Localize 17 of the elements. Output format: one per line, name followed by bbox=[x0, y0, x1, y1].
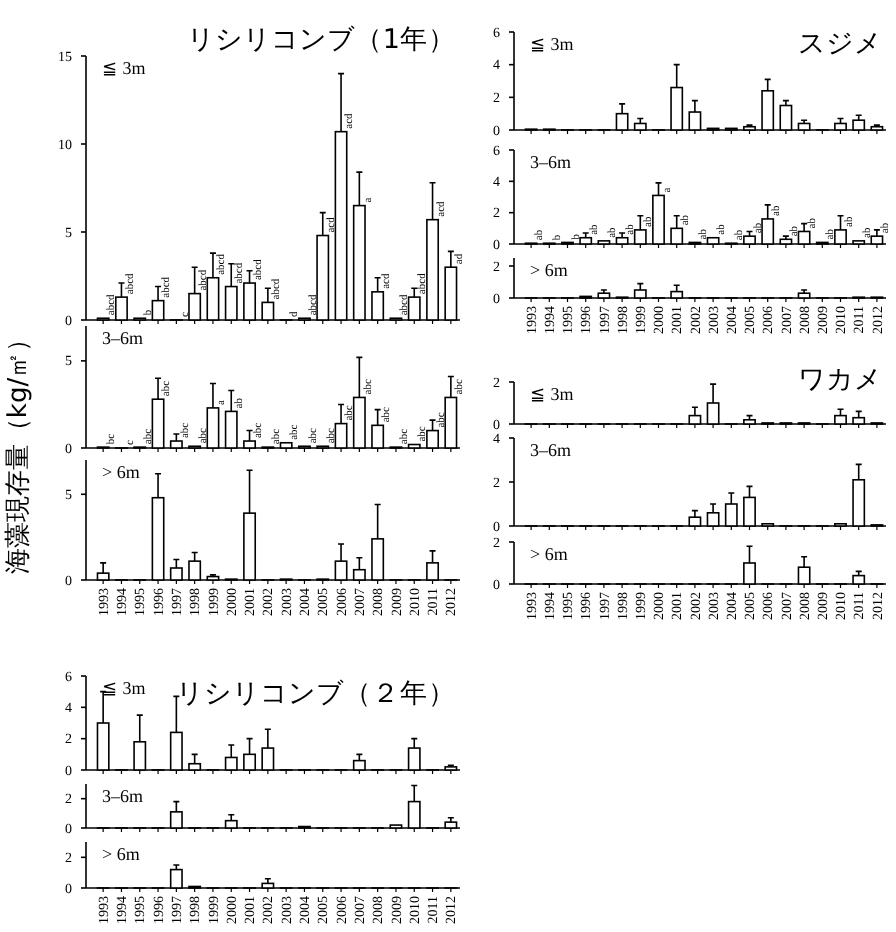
chart-subtitle: 3–6m bbox=[530, 440, 572, 460]
chart-subtitle: ≦ 3m bbox=[530, 34, 574, 54]
chart-subtitle: > 6m bbox=[530, 544, 568, 564]
chart-subtitle: ≦ 3m bbox=[102, 58, 146, 78]
chart-title: スジメ bbox=[798, 28, 882, 60]
chart-subtitle: ≦ 3m bbox=[530, 384, 574, 404]
chart-subtitle: 3–6m bbox=[102, 328, 144, 348]
chart-title: リシリコンブ（1年） bbox=[186, 24, 456, 56]
chart-subtitle: > 6m bbox=[102, 462, 140, 482]
chart-subtitle: 3–6m bbox=[530, 152, 572, 172]
chart-title: ワカメ bbox=[798, 364, 882, 396]
y-axis-title: 海藻現存量（kg/㎡） bbox=[4, 325, 34, 575]
chart-subtitle: 3–6m bbox=[102, 786, 144, 806]
chart-subtitle: ≦ 3m bbox=[102, 678, 146, 698]
chart-title: リシリコンブ（２年） bbox=[176, 678, 456, 710]
chart-subtitle: > 6m bbox=[530, 260, 568, 280]
chart-subtitle: > 6m bbox=[102, 844, 140, 864]
